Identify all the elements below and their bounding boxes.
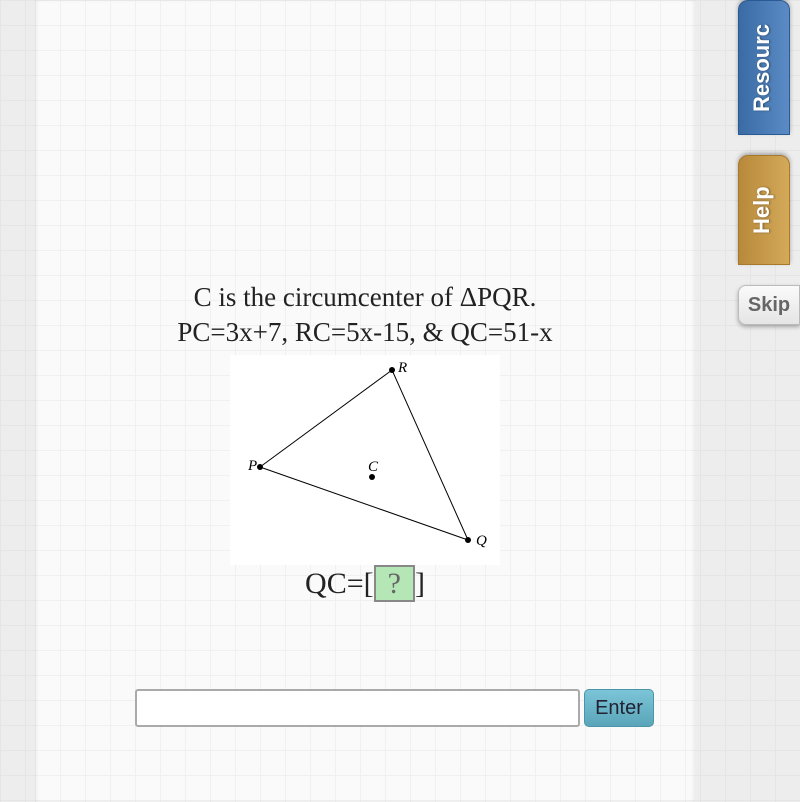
- input-area: Enter: [135, 689, 654, 727]
- answer-bracket-open: [: [364, 567, 374, 600]
- problem-text-line2: PC=3x+7, RC=5x-15, & QC=51-x: [35, 315, 695, 350]
- problem-text-line1: C is the circumcenter of ΔPQR.: [35, 280, 695, 315]
- answer-input[interactable]: [135, 689, 580, 727]
- triangle-diagram: P R Q C: [230, 355, 500, 565]
- content-panel: C is the circumcenter of ΔPQR. PC=3x+7, …: [35, 0, 695, 802]
- answer-bracket-close: ]: [415, 567, 425, 600]
- enter-button[interactable]: Enter: [584, 689, 654, 727]
- answer-prompt: QC=[?]: [35, 567, 695, 601]
- resources-tab[interactable]: Resourc: [738, 0, 790, 135]
- side-tabs: Resourc Help Skip: [738, 0, 800, 345]
- vertex-q-label: Q: [476, 533, 487, 549]
- skip-button[interactable]: Skip: [738, 285, 800, 325]
- answer-blank: ?: [374, 565, 415, 602]
- vertex-p-label: P: [247, 458, 257, 474]
- center-c-label: C: [368, 459, 379, 475]
- help-tab[interactable]: Help: [738, 155, 790, 265]
- problem-container: C is the circumcenter of ΔPQR. PC=3x+7, …: [35, 280, 695, 601]
- vertex-r-label: R: [397, 360, 407, 376]
- answer-label: QC=: [305, 567, 364, 600]
